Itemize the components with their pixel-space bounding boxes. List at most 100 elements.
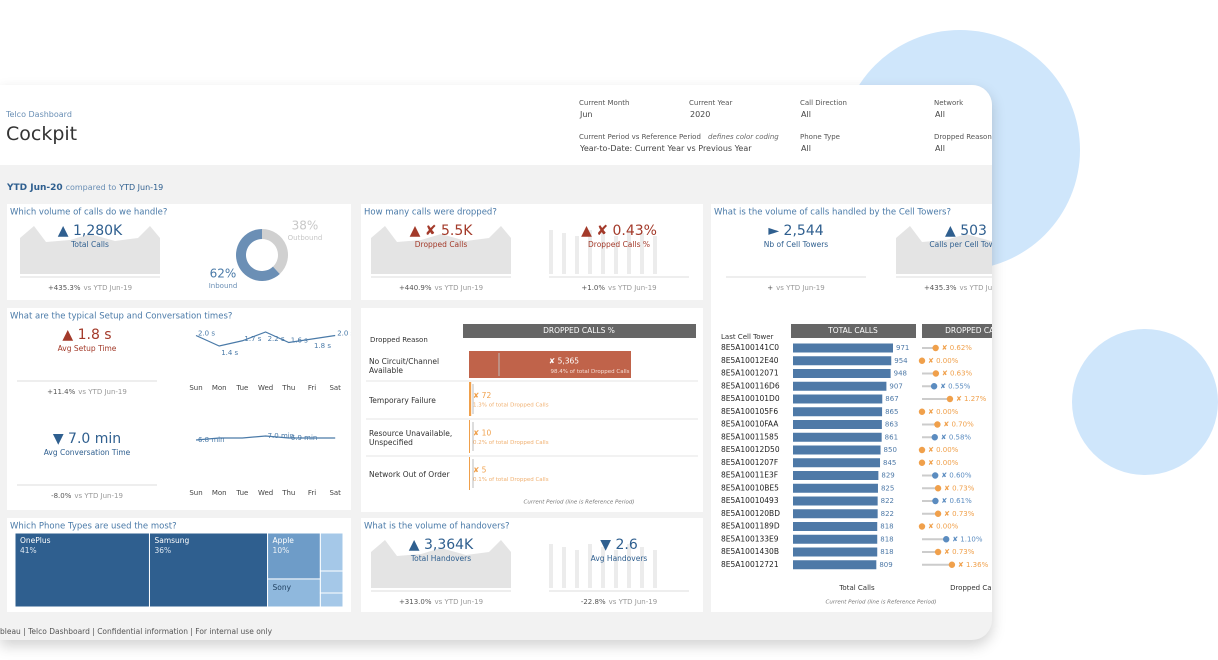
- reason-share: 98.4% of total Dropped Calls: [550, 369, 629, 375]
- change-reference: vs YTD Jun-19: [435, 598, 484, 606]
- panel-times: What are the typical Setup and Conversat…: [7, 308, 351, 510]
- kpi-change: -8.0% vs YTD Jun-19: [51, 492, 123, 500]
- calls-bar: [793, 356, 892, 366]
- tower-name: 8E5A100116D6: [721, 381, 780, 390]
- calls-bar: [793, 394, 883, 404]
- reason-share: 0.2% of total Dropped Calls: [473, 440, 549, 446]
- calls-value: 971: [896, 344, 909, 352]
- dropped-label: ✘ 0.00%: [928, 459, 959, 467]
- calls-bar: [793, 343, 893, 353]
- filter-value: All: [801, 144, 811, 153]
- tower-name: 8E5A10011585: [721, 432, 779, 441]
- period-current: YTD Jun-20: [7, 183, 63, 193]
- calls-value: 850: [884, 446, 897, 454]
- title: Cockpit: [6, 123, 78, 145]
- dropped-label: ✘ 1.10%: [952, 535, 983, 543]
- kpi-change: +11.4% vs YTD Jun-19: [47, 388, 127, 396]
- filter-value: Jun: [580, 110, 593, 119]
- panel-title: What is the volume of calls handled by t…: [714, 208, 951, 218]
- reason-label: No Circuit/Channel Available: [369, 356, 440, 375]
- kpi-value: ▲ 1,280K: [58, 223, 123, 239]
- dropped-label: ✘ 1.27%: [956, 395, 987, 403]
- reason-bar: [469, 457, 470, 490]
- day-label: Wed: [258, 384, 273, 392]
- tower-name: 8E5A10012D50: [721, 445, 780, 454]
- panel-title: How many calls were dropped?: [364, 208, 497, 218]
- tower-name: 8E5A10012071: [721, 369, 779, 378]
- point-label: 2.0 s: [198, 330, 215, 338]
- kpi-label: Dropped Calls: [415, 240, 468, 249]
- calls-value: 822: [881, 497, 894, 505]
- panel-volume: Which volume of calls do we handle? ▲ 1,2…: [7, 204, 351, 300]
- donut-segment: [236, 229, 280, 281]
- calls-bar: [793, 534, 878, 544]
- kpi-change: +313.0% vs YTD Jun-19: [399, 598, 483, 606]
- kpi-label: Nb of Cell Towers: [764, 240, 828, 249]
- sparkline-bar: [627, 230, 631, 274]
- reason-value: ✘ 5: [473, 466, 487, 475]
- reason-label-box: No Circuit/Channel Available: [369, 356, 440, 375]
- panel-title: Which volume of calls do we handle?: [10, 208, 167, 218]
- change-reference: vs YTD Jun-19: [776, 284, 825, 292]
- tower-name: 8E5A1001430B: [721, 547, 779, 556]
- change-value: +440.9%: [399, 284, 432, 292]
- dropped-dot: [918, 357, 926, 364]
- kpi-label: Total Calls: [70, 240, 109, 249]
- change-reference: vs YTD Jun-19: [84, 284, 133, 292]
- point-label: 2.0 s: [337, 330, 351, 338]
- dropped-label: ✘ 1.36%: [958, 561, 989, 569]
- calls-value: 863: [885, 421, 898, 429]
- kpi-value: ▲ 3,364K: [409, 537, 474, 553]
- day-label: Fri: [308, 384, 316, 392]
- column-header-text: DROPPED CALLS %: [543, 326, 615, 335]
- calls-bar: [793, 471, 879, 480]
- change-value: -8.0%: [51, 492, 72, 500]
- point-label: 1.4 s: [221, 349, 238, 357]
- dropped-dot: [948, 561, 956, 568]
- dropped-dot: [932, 497, 939, 505]
- dropped-dot: [930, 383, 938, 390]
- filter-label: Call Direction: [800, 99, 847, 107]
- treemap-cell: [148, 532, 269, 608]
- dashboard: Telco Dashboard Cockpit Current Month Jun…: [0, 85, 992, 640]
- change-reference: vs YTD Jun-19: [78, 388, 127, 396]
- dropped-dot: [931, 434, 938, 441]
- point-label: 1.8 s: [314, 342, 331, 350]
- calls-value: 865: [885, 408, 898, 416]
- donut-label: 62%: [210, 267, 237, 281]
- tower-name: 8E5A100141C0: [721, 343, 779, 352]
- filter-value: Year-to-Date: Current Year vs Previous Y…: [580, 144, 752, 153]
- sparkline-bar: [549, 544, 553, 588]
- calls-bar: [793, 496, 878, 506]
- day-label: Mon: [212, 489, 227, 497]
- panel-towers: What is the volume of calls handled by t…: [711, 204, 992, 612]
- dropped-label: ✘ 0.70%: [943, 421, 974, 429]
- kpi-label: Calls per Cell Tower: [929, 240, 992, 249]
- kpi-change: + vs YTD Jun-19: [767, 284, 824, 292]
- tower-name: 8E5A10011E3F: [721, 471, 778, 480]
- filter-label: Network: [934, 99, 964, 107]
- sparkline-bar: [601, 547, 605, 588]
- filter-label: Current Period vs Reference Period: [579, 133, 701, 141]
- dropped-dot: [934, 548, 942, 556]
- reason-share: 1.3% of total Dropped Calls: [473, 403, 549, 409]
- tower-name: 8E5A1001207F: [721, 458, 778, 467]
- dropped-label: ✘ 0.58%: [941, 433, 972, 441]
- calls-value: 829: [881, 472, 894, 480]
- reason-share: 0.1% of total Dropped Calls: [473, 477, 549, 483]
- dropped-label: ✘ 0.73%: [944, 510, 975, 518]
- filter-note: defines color coding: [708, 133, 779, 141]
- change-value: +: [767, 284, 773, 292]
- subtitle: Telco Dashboard: [6, 110, 72, 119]
- point-label: 1.7 s: [244, 335, 261, 343]
- reason-value: ✘ 5,365: [549, 357, 579, 366]
- footer: bleau | Telco Dashboard | Confidential i…: [0, 627, 273, 636]
- calls-bar: [793, 509, 878, 519]
- kpi-label: Avg Setup Time: [58, 344, 117, 353]
- calls-bar: [793, 483, 878, 493]
- sparkline-bar: [588, 230, 592, 274]
- sparkline-bar: [640, 547, 644, 588]
- reason-label: Resource Unavailable, Unspecified: [369, 428, 453, 447]
- kpi-change: -22.8% vs YTD Jun-19: [581, 598, 657, 606]
